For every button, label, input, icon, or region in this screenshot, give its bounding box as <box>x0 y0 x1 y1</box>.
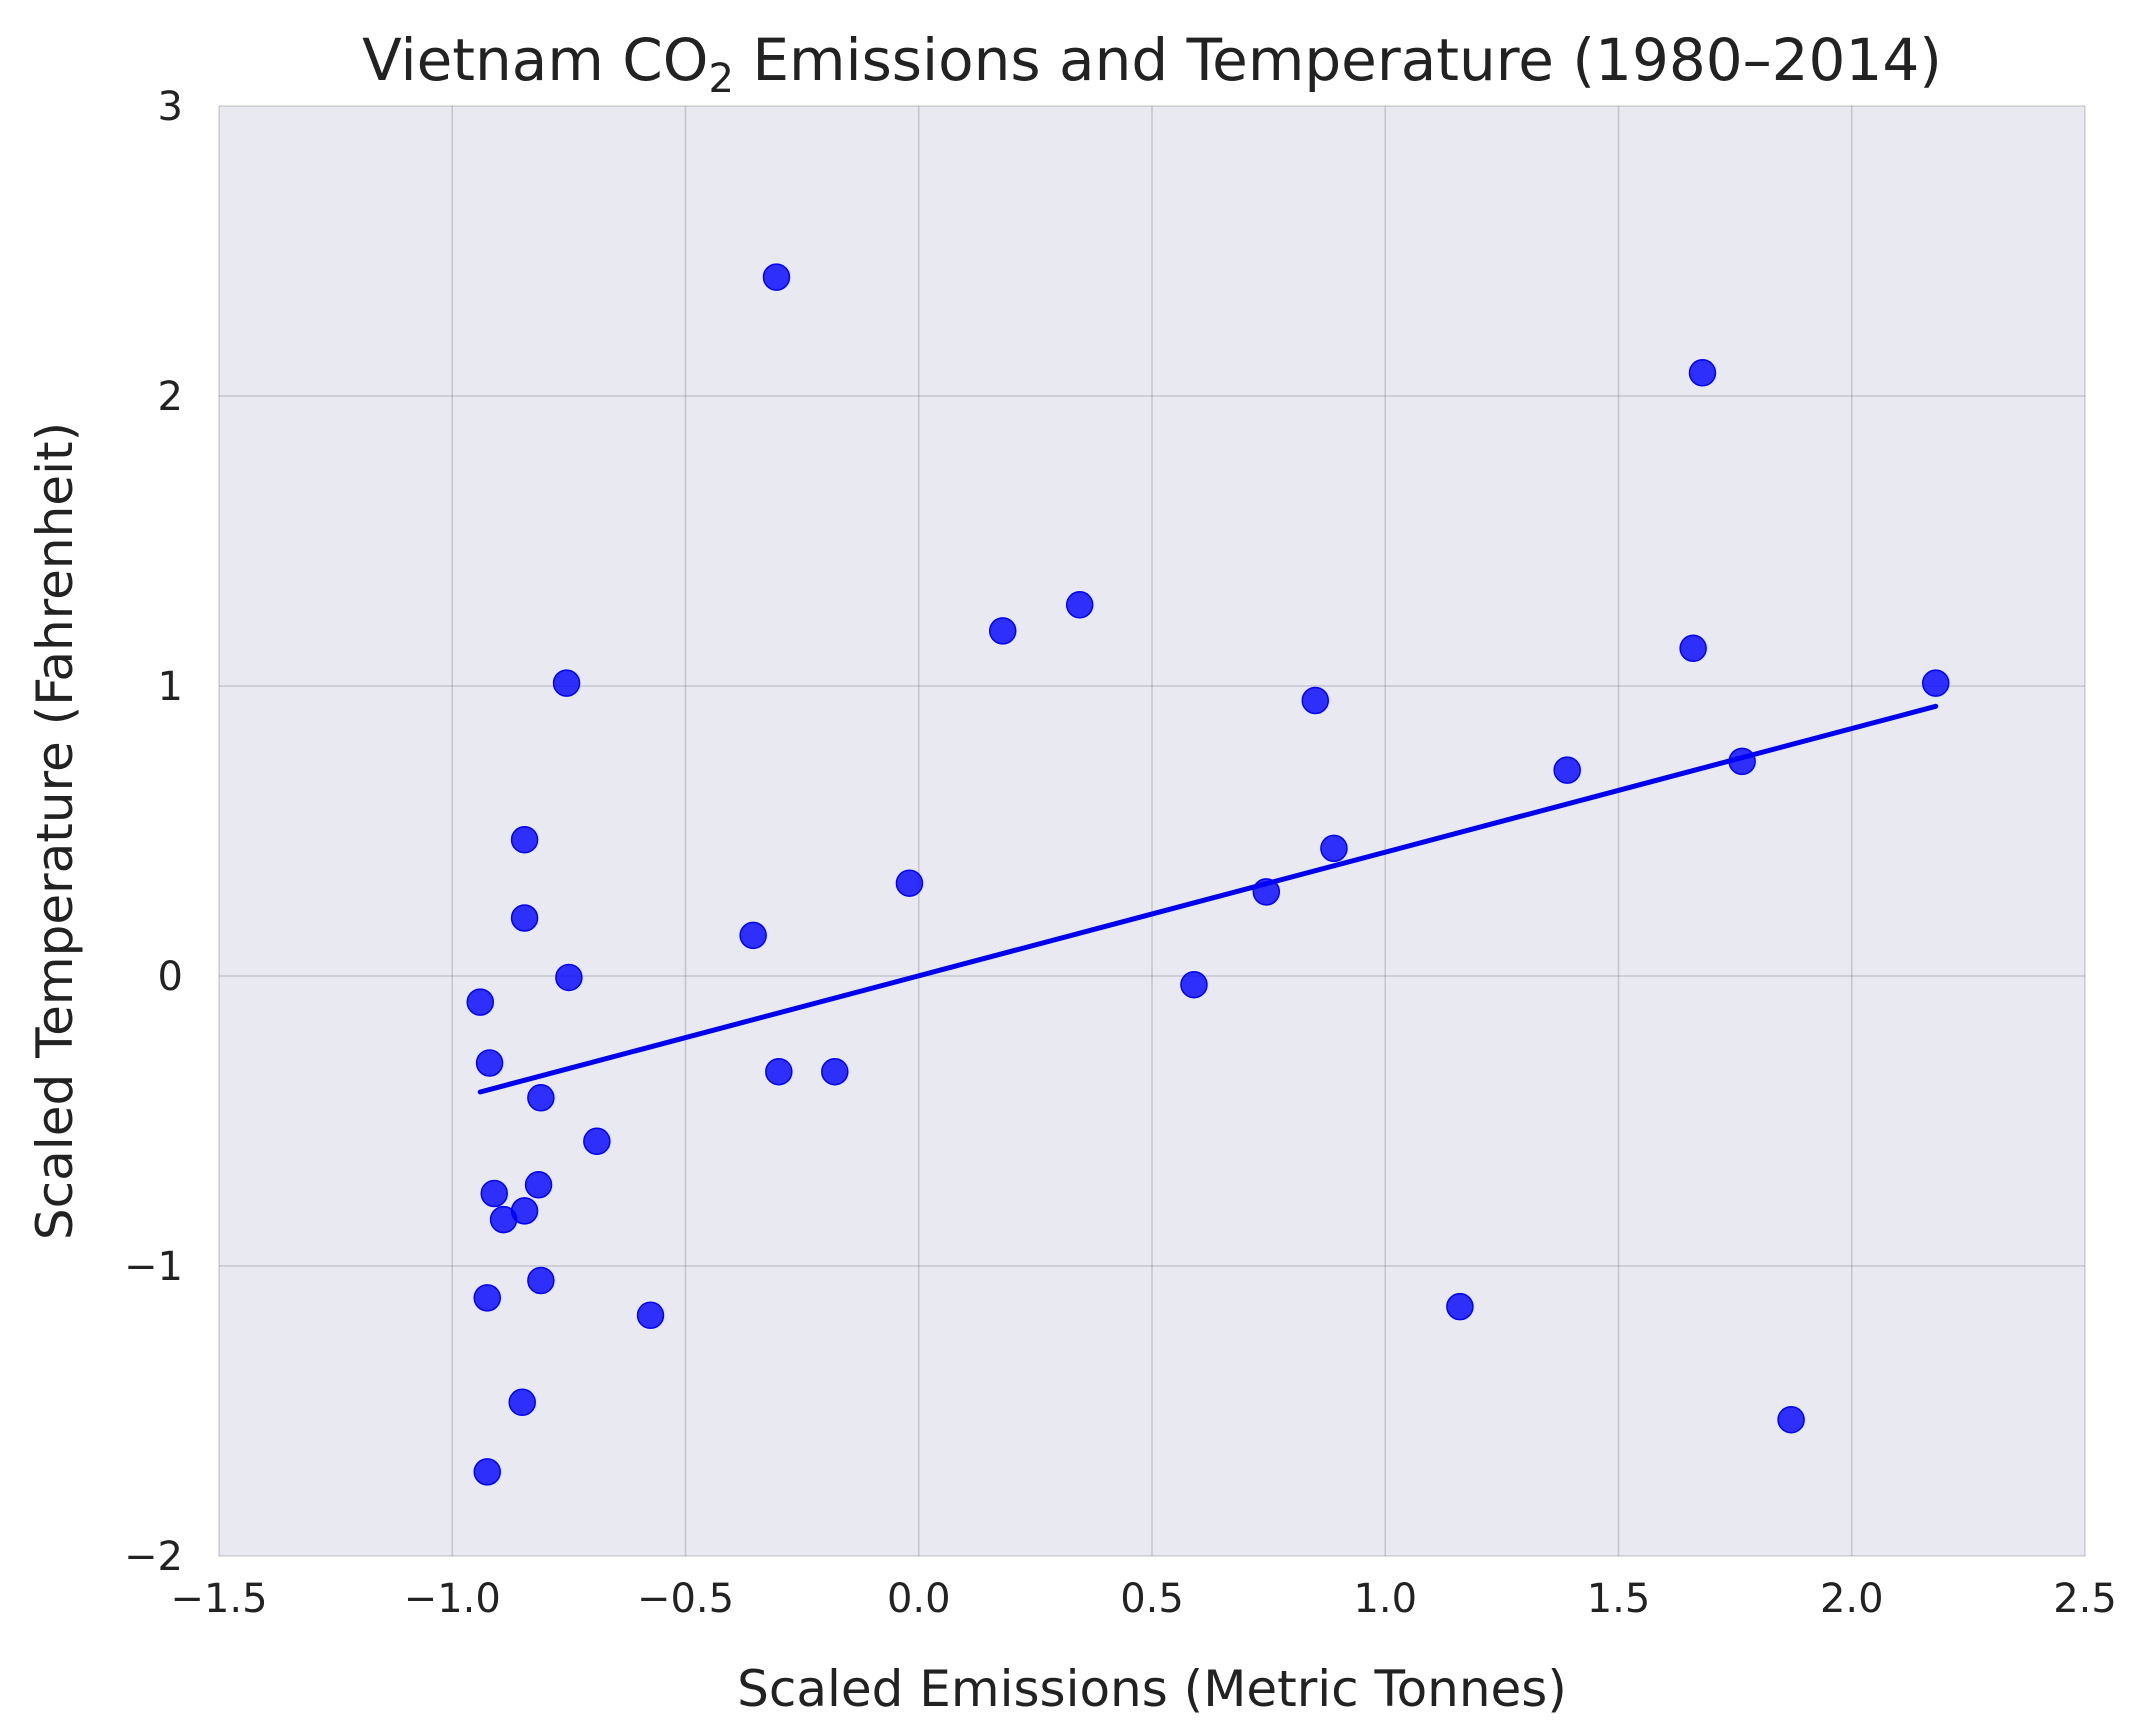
data-point <box>988 617 1017 645</box>
data-point <box>527 1084 555 1112</box>
data-point <box>1446 1292 1474 1321</box>
y-tick-label: 2 <box>158 374 183 420</box>
data-point <box>765 1057 793 1086</box>
data-point <box>510 825 539 854</box>
x-tick-label: 2.0 <box>1820 1576 1884 1622</box>
data-point <box>895 869 924 897</box>
y-axis-label: Scaled Temperature (Fahrenheit) <box>26 422 84 1240</box>
chart-title: Vietnam CO2 Emissions and Temperature (1… <box>362 26 1942 102</box>
data-points-layer <box>466 263 1950 1486</box>
data-point <box>762 263 791 291</box>
y-grid-lines <box>219 105 2085 1557</box>
data-point <box>555 963 583 992</box>
data-point <box>527 1266 555 1295</box>
data-point <box>510 1197 539 1225</box>
data-point <box>1180 970 1208 999</box>
x-tick-label: −1.5 <box>170 1576 267 1622</box>
data-point <box>473 1284 501 1312</box>
x-axis-label: Scaled Emissions (Metric Tonnes) <box>737 1660 1567 1718</box>
data-point <box>1320 834 1348 863</box>
x-tick-label: 0.5 <box>1120 1576 1184 1622</box>
data-point <box>636 1301 665 1330</box>
x-tick-labels: −1.5 −1.0 −0.5 0.0 0.5 1.0 1.5 2.0 2.5 <box>170 1576 2116 1622</box>
data-point <box>510 904 539 932</box>
chart-title-start: Vietnam CO <box>362 26 708 94</box>
trend-line <box>477 703 1939 1095</box>
data-point <box>1252 878 1281 906</box>
data-point <box>508 1388 536 1417</box>
x-tick-label: 2.5 <box>2053 1576 2117 1622</box>
data-point <box>1777 1405 1805 1434</box>
data-point <box>475 1049 504 1077</box>
data-point <box>1688 359 1717 387</box>
y-tick-labels: −2 −1 0 1 2 3 <box>124 84 183 1580</box>
data-point <box>583 1127 611 1156</box>
y-tick-label: −1 <box>124 1244 183 1290</box>
x-tick-label: −1.0 <box>404 1576 501 1622</box>
data-point <box>1921 669 1950 697</box>
data-point <box>821 1057 849 1086</box>
data-point <box>1728 747 1756 776</box>
data-point <box>552 669 581 697</box>
data-point <box>1065 591 1094 619</box>
data-point <box>1301 686 1330 715</box>
data-point <box>473 1458 501 1486</box>
data-point <box>466 988 494 1016</box>
data-point <box>1679 634 1707 663</box>
trendline-layer <box>477 703 1939 1095</box>
y-tick-label: 1 <box>158 664 183 710</box>
x-grid-lines <box>218 106 2086 1556</box>
x-tick-label: 1.0 <box>1353 1576 1417 1622</box>
x-tick-label: 0.0 <box>887 1576 951 1622</box>
y-tick-label: 3 <box>158 84 183 130</box>
x-tick-label: −0.5 <box>637 1576 734 1622</box>
x-tick-label: 1.5 <box>1587 1576 1651 1622</box>
y-tick-label: −2 <box>124 1534 183 1580</box>
data-point <box>480 1179 508 1208</box>
data-point <box>1553 756 1581 784</box>
data-point <box>739 921 767 950</box>
chart-title-subscript: 2 <box>708 56 733 102</box>
y-tick-label: 0 <box>158 954 183 1000</box>
data-point <box>524 1171 553 1199</box>
chart-title-end: Emissions and Temperature (1980–2014) <box>734 26 1942 94</box>
